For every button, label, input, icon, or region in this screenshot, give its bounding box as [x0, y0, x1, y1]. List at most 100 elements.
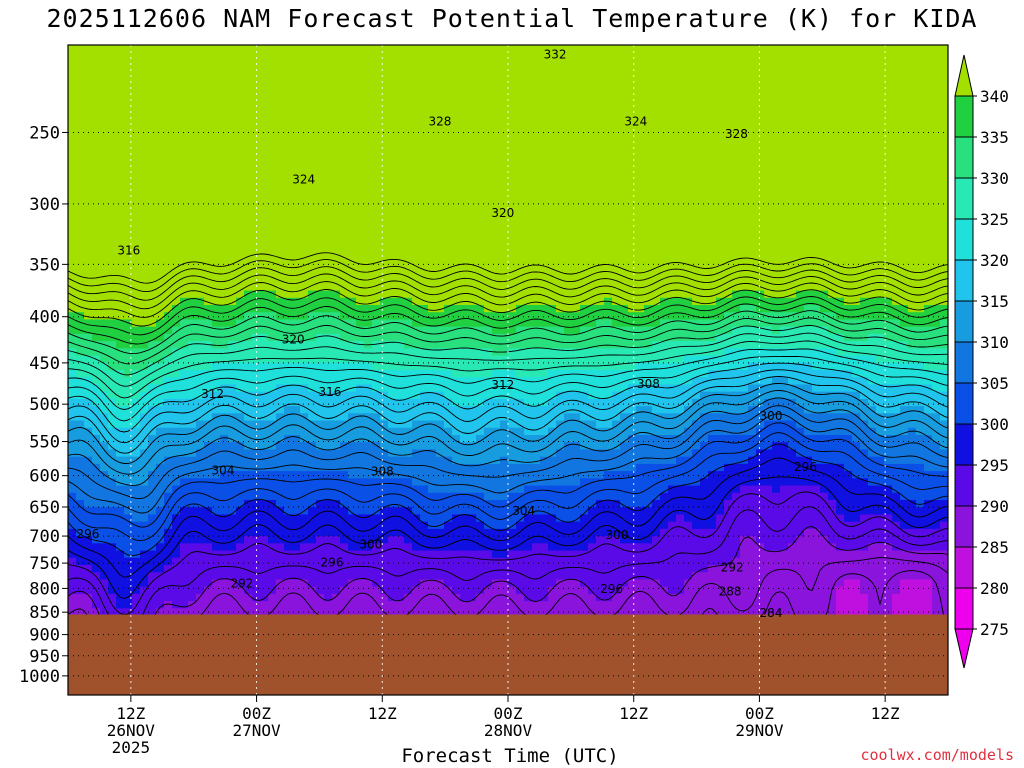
field-cell: [284, 189, 293, 198]
field-cell: [612, 66, 621, 75]
field-cell: [316, 232, 325, 241]
field-cell: [308, 268, 317, 277]
field-cell: [516, 268, 525, 277]
field-cell: [292, 196, 301, 205]
field-cell: [668, 117, 677, 126]
field-cell: [548, 247, 557, 256]
field-cell: [780, 203, 789, 212]
field-cell: [76, 66, 85, 75]
field-cell: [428, 225, 437, 234]
field-cell: [700, 247, 709, 256]
field-cell: [132, 167, 141, 176]
field-cell: [76, 261, 85, 270]
field-cell: [164, 283, 173, 292]
field-cell: [132, 196, 141, 205]
field-cell: [892, 102, 901, 111]
field-cell: [460, 290, 469, 299]
field-cell: [732, 341, 741, 349]
field-cell: [692, 153, 701, 162]
field-cell: [68, 247, 77, 256]
field-cell: [548, 66, 557, 75]
field-cell: [572, 247, 581, 256]
field-cell: [644, 88, 653, 97]
field-cell: [436, 211, 445, 219]
field-cell: [420, 196, 429, 205]
field-cell: [820, 160, 829, 169]
field-cell: [764, 110, 773, 118]
field-cell: [812, 203, 821, 212]
field-cell: [452, 319, 461, 328]
field-cell: [164, 247, 173, 256]
field-cell: [732, 45, 741, 53]
field-cell: [516, 254, 525, 263]
field-cell: [348, 268, 357, 277]
field-cell: [836, 348, 845, 357]
field-cell: [756, 175, 765, 183]
field-cell: [372, 333, 381, 342]
field-cell: [420, 276, 429, 284]
field-cell: [84, 297, 93, 306]
field-cell: [484, 110, 493, 118]
field-cell: [220, 261, 229, 270]
field-cell: [76, 146, 85, 154]
field-cell: [124, 290, 133, 299]
field-cell: [884, 225, 893, 234]
field-cell: [652, 175, 661, 183]
field-cell: [764, 117, 773, 126]
field-cell: [788, 225, 797, 234]
field-cell: [244, 341, 253, 349]
field-cell: [348, 167, 357, 176]
field-cell: [356, 276, 365, 284]
field-cell: [116, 182, 125, 191]
field-cell: [716, 218, 725, 227]
field-cell: [220, 153, 229, 162]
field-cell: [524, 341, 533, 349]
field-cell: [692, 102, 701, 111]
field-cell: [868, 66, 877, 75]
field-cell: [244, 175, 253, 183]
field-cell: [788, 138, 797, 147]
field-cell: [292, 117, 301, 126]
field-cell: [412, 66, 421, 75]
field-cell: [148, 370, 157, 378]
field-cell: [140, 333, 149, 342]
field-cell: [84, 362, 93, 371]
field-cell: [612, 153, 621, 162]
field-cell: [652, 117, 661, 126]
field-cell: [732, 211, 741, 219]
field-cell: [132, 175, 141, 183]
field-cell: [884, 283, 893, 292]
field-cell: [612, 312, 621, 321]
field-cell: [300, 110, 309, 118]
field-cell: [596, 326, 605, 335]
field-cell: [788, 110, 797, 118]
field-cell: [684, 254, 693, 263]
field-cell: [564, 290, 573, 299]
field-cell: [348, 276, 357, 284]
field-cell: [92, 305, 101, 313]
field-cell: [716, 326, 725, 335]
field-cell: [900, 95, 909, 104]
field-cell: [340, 261, 349, 270]
field-cell: [540, 290, 549, 299]
field-cell: [268, 261, 277, 270]
field-cell: [612, 175, 621, 183]
field-cell: [172, 138, 181, 147]
field-cell: [380, 124, 389, 133]
field-cell: [796, 138, 805, 147]
field-cell: [396, 45, 405, 53]
field-cell: [852, 319, 861, 328]
field-cell: [772, 218, 781, 227]
field-cell: [780, 341, 789, 349]
field-cell: [796, 211, 805, 219]
field-cell: [652, 333, 661, 342]
field-cell: [772, 189, 781, 198]
field-cell: [924, 73, 933, 82]
field-cell: [860, 261, 869, 270]
field-cell: [204, 283, 213, 292]
field-cell: [612, 59, 621, 68]
field-cell: [940, 117, 948, 126]
field-cell: [820, 333, 829, 342]
field-cell: [532, 131, 541, 140]
field-cell: [924, 95, 933, 104]
